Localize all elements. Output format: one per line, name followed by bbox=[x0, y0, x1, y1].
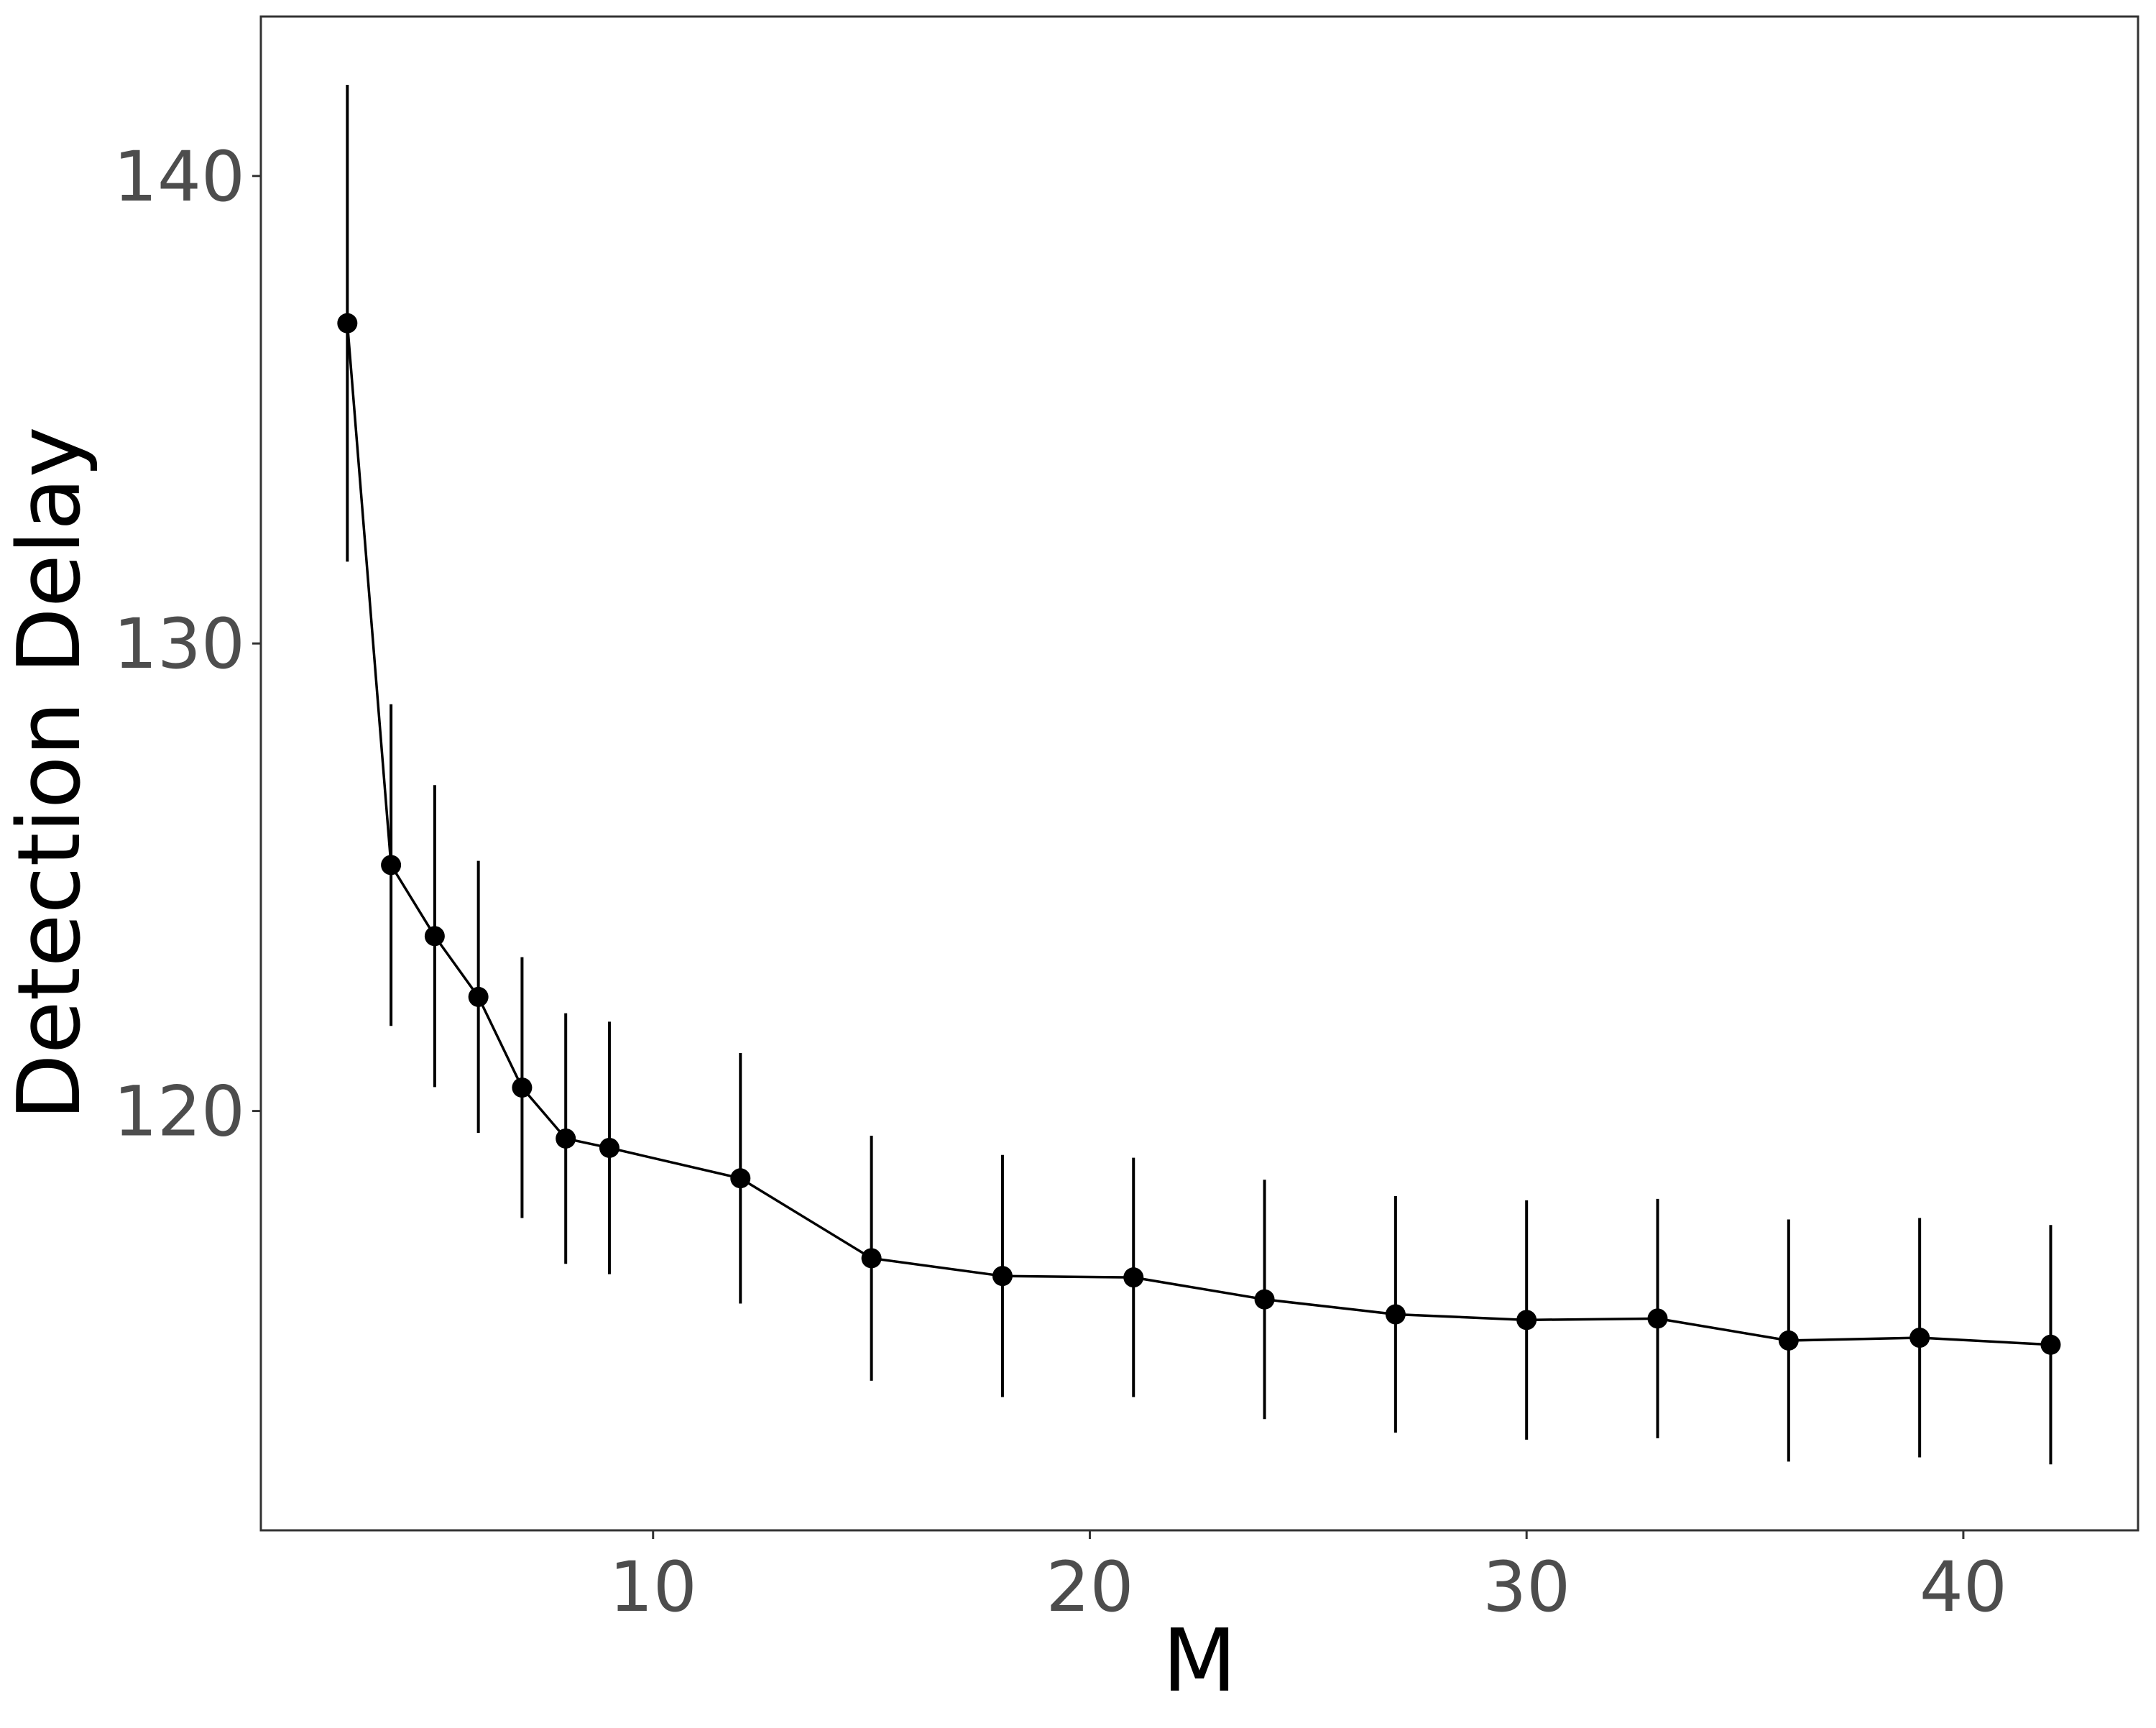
y-tick-label: 120 bbox=[114, 1072, 245, 1152]
x-tick-label: 40 bbox=[1920, 1547, 2007, 1627]
x-axis-title: M bbox=[1162, 1612, 1237, 1711]
x-tick-label: 20 bbox=[1046, 1547, 1133, 1627]
point bbox=[730, 1168, 751, 1189]
point bbox=[381, 855, 402, 876]
point bbox=[992, 1266, 1013, 1287]
line bbox=[346, 323, 2051, 1346]
point bbox=[337, 313, 358, 334]
plot-border bbox=[259, 15, 2139, 1532]
point bbox=[1254, 1289, 1275, 1310]
point bbox=[1647, 1308, 1668, 1329]
point bbox=[556, 1128, 576, 1149]
point bbox=[1909, 1328, 1930, 1348]
x-tick-label: 30 bbox=[1483, 1547, 1570, 1627]
point bbox=[468, 986, 489, 1007]
point bbox=[599, 1137, 619, 1158]
x-tick-label: 10 bbox=[609, 1547, 697, 1627]
point bbox=[512, 1077, 533, 1098]
y-tick-label: 140 bbox=[114, 137, 245, 217]
point bbox=[424, 926, 445, 947]
point bbox=[1778, 1330, 1799, 1351]
y-tick-label: 130 bbox=[114, 604, 245, 684]
point bbox=[861, 1248, 882, 1269]
y-axis-title: Detection Delay bbox=[0, 426, 100, 1120]
point bbox=[1123, 1267, 1144, 1288]
point bbox=[1516, 1310, 1537, 1331]
point bbox=[2040, 1334, 2061, 1355]
point bbox=[1385, 1304, 1406, 1325]
